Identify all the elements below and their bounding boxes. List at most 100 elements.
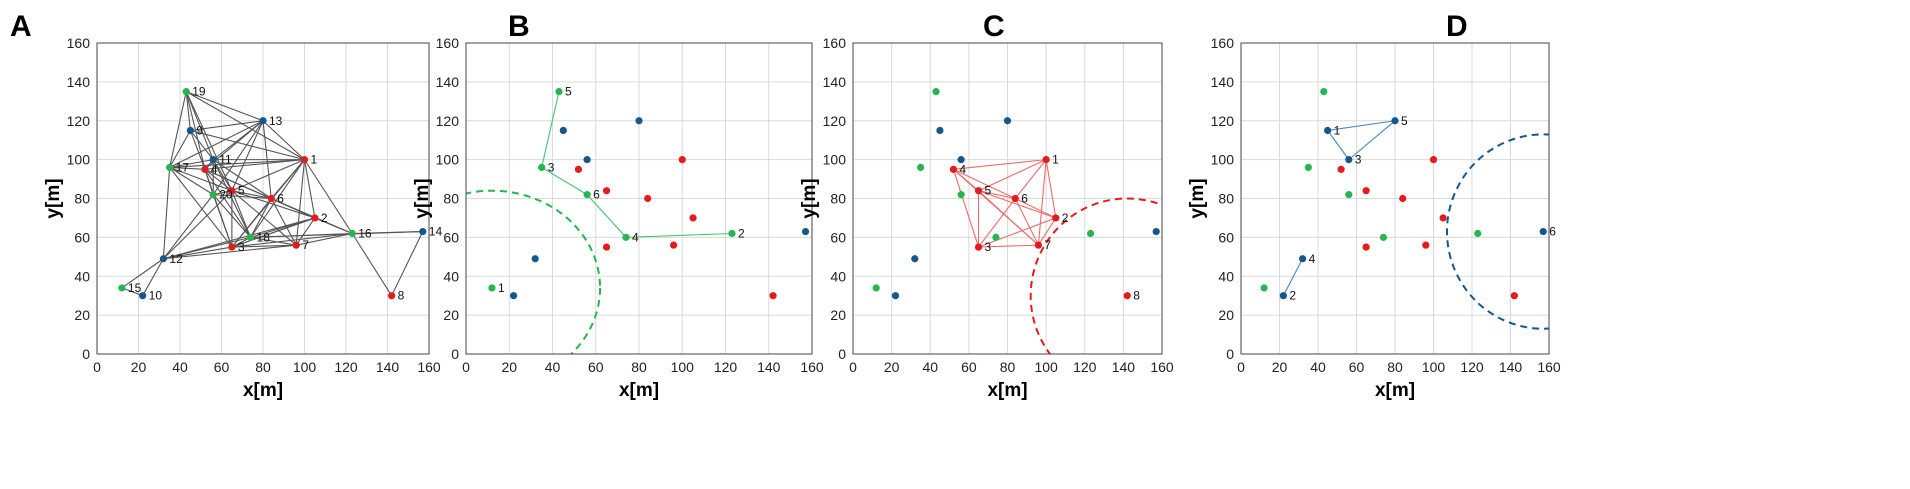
edge-line [295,217,316,246]
x-tick-label: 140 [376,359,400,375]
node-point [1399,194,1407,203]
node-label: 3 [238,240,245,254]
x-tick-label: 0 [462,359,470,375]
y-tick-label: 0 [838,346,846,362]
edge-line [163,190,233,260]
y-tick-label: 100 [67,152,91,168]
node-label: 1 [1334,123,1341,137]
node-point [583,156,591,164]
x-tick-label: 100 [293,359,317,375]
edge-line [162,194,214,260]
x-tick-label: 20 [501,359,517,375]
x-tick-label: 80 [1387,359,1403,375]
node-point [872,284,880,292]
node-point [1086,229,1095,238]
edge-line [953,168,1016,199]
edge-line [169,166,205,170]
panel-letter-a: A [10,10,32,43]
edge-line [163,244,297,260]
node-point [974,187,983,195]
node-label: 5 [1401,114,1408,128]
node-label: 15 [128,281,142,295]
node-point [728,229,736,238]
x-tick-label: 20 [1272,359,1288,375]
x-tick-label: 60 [214,359,230,375]
node-label: 3 [985,240,992,254]
edge-line [541,91,560,168]
node-point [1260,284,1268,292]
edge-line [185,91,206,170]
node-point [267,194,275,203]
x-tick-label: 20 [131,359,147,375]
edge-line [169,130,191,168]
node-point [949,165,958,173]
node-point [186,126,194,135]
y-tick-label: 160 [823,35,847,51]
node-point [644,194,652,203]
x-tick-label: 60 [961,359,977,375]
y-axis-label: y[m] [799,178,820,218]
x-tick-label: 80 [631,359,647,375]
edge-line [1282,258,1304,296]
node-label: 12 [169,252,183,266]
x-tick-label: 0 [93,359,101,375]
edge-line [185,91,233,191]
node-label: 6 [1549,225,1556,239]
edge-line [952,169,980,248]
node-point [1337,165,1345,173]
y-axis-label: y[m] [43,178,64,218]
x-tick-label: 20 [884,359,900,375]
edge-line [978,217,1056,248]
node-label: 6 [1021,192,1028,206]
x-tick-label: 140 [1112,359,1136,375]
y-tick-label: 160 [436,35,460,51]
node-point [228,243,236,251]
y-tick-label: 140 [67,74,91,90]
x-tick-label: 100 [671,359,695,375]
node-point [166,163,174,171]
node-label: 1 [1052,153,1059,167]
edge-line [295,159,306,246]
edge-line [231,244,297,248]
edge-line [231,190,316,219]
plot-frame [1240,42,1550,355]
node-label: 3 [1355,153,1362,167]
node-label: 4 [1309,252,1316,266]
edge-line [142,258,164,296]
node-label: 1 [311,153,318,167]
edge-line [189,130,206,170]
edge-line [169,91,187,168]
node-point [916,163,925,171]
node-point [259,117,267,125]
plot-frame [465,42,813,355]
node-point [635,117,643,125]
edge-line [626,232,733,238]
node-label: 7 [302,238,309,252]
x-tick-label: 40 [1310,359,1326,375]
node-point [182,87,190,96]
y-tick-label: 160 [67,35,91,51]
node-label: 16 [358,226,372,240]
node-label: 7 [1044,238,1051,252]
node-point [311,214,319,222]
y-tick-label: 100 [823,152,847,168]
edge-line [1045,159,1057,219]
node-point [602,187,611,195]
node-point [488,284,496,292]
node-label: 4 [959,162,966,176]
node-point [1034,241,1042,249]
node-label: 3 [548,160,555,174]
edge-line [169,166,233,192]
edge-line [304,159,353,234]
edge-line [231,159,305,192]
node-point [1003,117,1012,125]
edge-line [953,159,1047,170]
edge-line [231,190,272,200]
node-point [246,233,255,241]
edge-line [231,120,264,191]
y-tick-label: 120 [823,113,847,129]
node-point [388,292,396,300]
y-tick-label: 20 [74,307,90,323]
y-tick-label: 60 [74,229,90,245]
